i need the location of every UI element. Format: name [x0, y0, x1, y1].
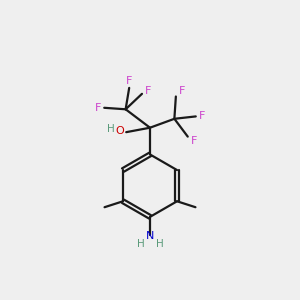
Text: N: N — [146, 231, 154, 241]
Text: F: F — [126, 76, 132, 86]
Text: H: H — [107, 124, 115, 134]
Text: F: F — [190, 136, 197, 146]
Text: F: F — [199, 111, 206, 122]
Text: F: F — [145, 86, 152, 96]
Text: H: H — [156, 239, 164, 249]
Text: H: H — [136, 239, 144, 249]
Text: F: F — [94, 103, 101, 113]
Text: O: O — [115, 126, 124, 136]
Text: F: F — [178, 86, 185, 96]
